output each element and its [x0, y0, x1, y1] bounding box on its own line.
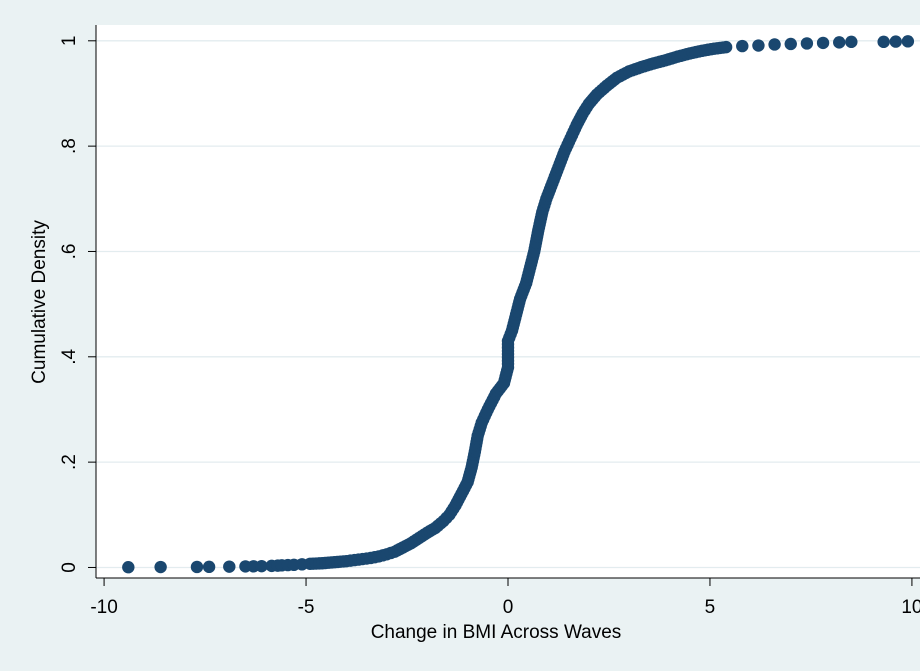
- data-point: [255, 559, 268, 573]
- plot-area: [96, 25, 920, 578]
- y-axis-title: Cumulative Density: [29, 220, 50, 384]
- x-tick-label: 5: [705, 597, 716, 618]
- data-point: [154, 560, 167, 574]
- data-point: [768, 38, 781, 51]
- data-point: [784, 37, 797, 51]
- x-tick-label: 0: [503, 597, 514, 618]
- y-tick-label: .4: [59, 348, 80, 364]
- y-tick-label: .8: [59, 138, 80, 154]
- tick-labels: -10 -5 0 5 10 0 .2 .4 .6 .8 1: [59, 36, 920, 618]
- data-point: [877, 35, 890, 49]
- data-point: [223, 560, 236, 573]
- data-point: [845, 35, 858, 49]
- y-tick-label: 1: [59, 36, 80, 47]
- x-tick-label: -5: [298, 597, 315, 618]
- axes: [88, 25, 920, 586]
- data-point: [190, 560, 204, 574]
- data-point: [800, 37, 814, 50]
- y-tick-label: .2: [59, 454, 80, 470]
- y-tick-label: 0: [59, 562, 80, 573]
- data-point: [122, 561, 135, 574]
- data-point: [719, 40, 733, 54]
- y-tick-label: .6: [59, 244, 80, 260]
- data-point: [901, 35, 915, 48]
- data-point: [752, 39, 765, 52]
- data-point: [202, 560, 216, 574]
- data-point: [816, 36, 830, 50]
- x-axis-title: Change in BMI Across Waves: [371, 622, 622, 643]
- data-point: [833, 36, 846, 49]
- x-tick-label: -10: [90, 597, 117, 618]
- data-point: [889, 35, 902, 48]
- x-tick-label: 10: [901, 597, 920, 618]
- data-points: [122, 35, 915, 574]
- data-point: [736, 39, 749, 53]
